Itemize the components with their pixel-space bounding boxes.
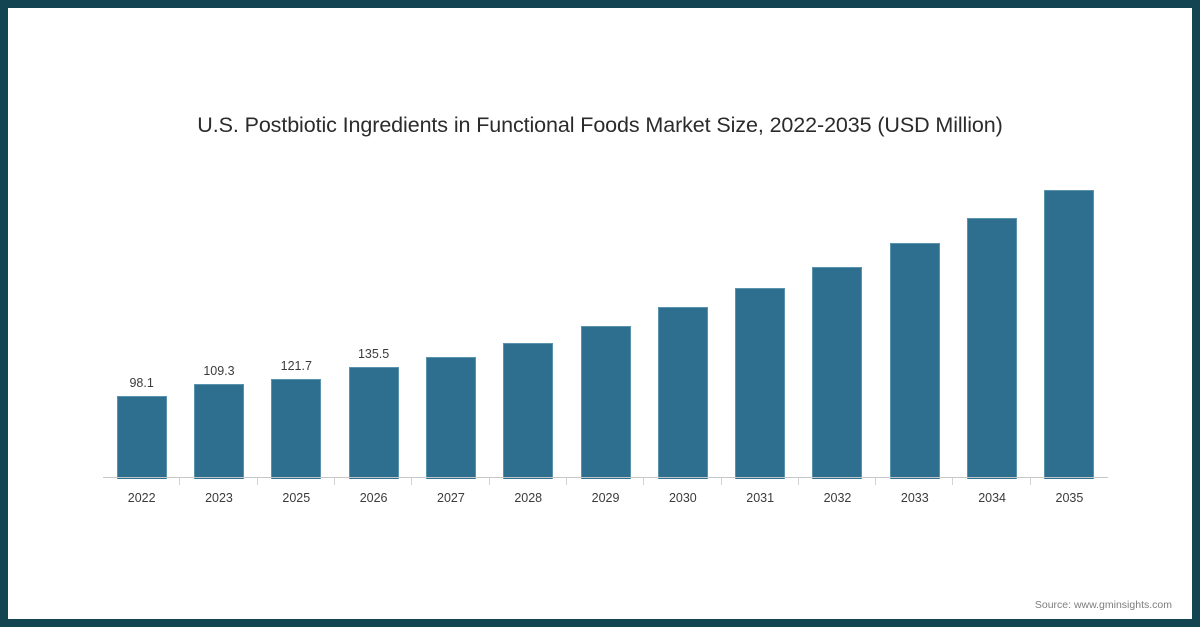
tick-cell [180, 478, 258, 485]
x-axis-label-2029: 2029 [591, 491, 620, 505]
tick-mark [256, 478, 258, 485]
x-axis-label-2027: 2027 [437, 491, 465, 505]
bar-2035[interactable] [1044, 190, 1095, 479]
x-axis-label-2022: 2022 [127, 491, 156, 505]
tick-cell [1031, 478, 1108, 485]
bar-slot: 135.5 [335, 178, 412, 479]
bar-slot [567, 178, 644, 479]
tick-cell [799, 478, 877, 485]
tick-mark [952, 478, 954, 485]
tick-mark [720, 478, 722, 485]
bar-2030[interactable] [657, 307, 708, 479]
bar-value-label: 121.7 [280, 359, 312, 373]
bar-slot: 121.7 [258, 178, 335, 479]
chart-title: U.S. Postbiotic Ingredients in Functiona… [197, 113, 1003, 137]
bar-slot [490, 178, 567, 479]
tick-cell [953, 478, 1031, 485]
x-axis-label-2034: 2034 [978, 491, 1006, 505]
x-axis-label-2033: 2033 [900, 491, 929, 505]
x-axis-label-2032: 2032 [823, 491, 852, 505]
bar-slot [953, 178, 1030, 479]
tick-mark [333, 478, 335, 485]
tick-cell [103, 478, 181, 485]
tick-cell [644, 478, 722, 485]
plot-area: 98.1 109.3 121.7 135.5 [103, 178, 1108, 479]
bars-layer: 98.1 109.3 121.7 135.5 [103, 178, 1108, 479]
bar-slot [722, 178, 799, 479]
x-axis-label-2035: 2035 [1055, 491, 1084, 505]
tick-mark [179, 478, 181, 485]
bar-2027[interactable] [425, 357, 476, 479]
x-axis-label-2025: 2025 [282, 491, 311, 505]
bar-slot [412, 178, 489, 479]
tick-cell [412, 478, 490, 485]
tick-cell [490, 478, 567, 485]
bar-2029[interactable] [580, 326, 631, 479]
tick-cell [567, 478, 645, 485]
bar-slot: 98.1 [103, 178, 180, 479]
tick-mark [875, 478, 877, 485]
bar-slot [876, 178, 953, 479]
x-axis-ticks [103, 478, 1108, 485]
x-axis-label-2023: 2023 [205, 491, 233, 505]
tick-mark [1029, 478, 1031, 485]
bar-slot: 109.3 [180, 178, 257, 479]
bar-2026[interactable] [348, 367, 399, 479]
tick-cell [335, 478, 413, 485]
tick-mark [488, 478, 490, 485]
bar-2033[interactable] [889, 243, 940, 479]
bar-value-label: 135.5 [357, 347, 390, 361]
x-axis-label-2026: 2026 [359, 491, 388, 505]
bar-2032[interactable] [812, 267, 863, 479]
tick-cell [722, 478, 799, 485]
bar-2022[interactable] [116, 396, 167, 479]
bar-2025[interactable] [271, 379, 322, 479]
bar-value-label: 109.3 [203, 364, 235, 378]
tick-mark [411, 478, 413, 485]
bar-2034[interactable] [967, 218, 1018, 479]
bar-slot [644, 178, 721, 479]
tick-mark [643, 478, 645, 485]
tick-cell [876, 478, 954, 485]
x-axis-label-2028: 2028 [514, 491, 543, 505]
x-axis-labels: 2022 2023 2025 2026 2027 2028 2029 2030 2031 2032… [103, 491, 1108, 505]
bar-slot [799, 178, 876, 479]
tick-mark [797, 478, 799, 485]
bar-2031[interactable] [735, 288, 786, 479]
tick-cell [258, 478, 335, 485]
x-axis-line [103, 477, 1108, 478]
x-axis-label-2031: 2031 [746, 491, 775, 505]
x-axis-label-2030: 2030 [668, 491, 697, 505]
bar-slot [1031, 178, 1108, 479]
bar-2028[interactable] [503, 343, 554, 479]
chart-canvas: U.S. Postbiotic Ingredients in Functiona… [8, 8, 1192, 619]
tick-mark [565, 478, 567, 485]
bar-2023[interactable] [193, 384, 244, 479]
source-note: Source: www.gminsights.com [1034, 599, 1172, 611]
bar-value-label: 98.1 [129, 376, 154, 390]
